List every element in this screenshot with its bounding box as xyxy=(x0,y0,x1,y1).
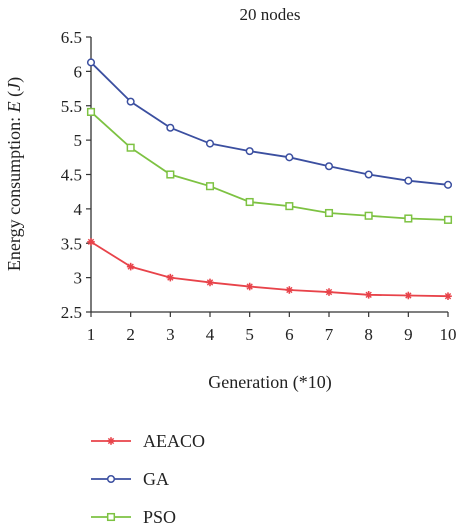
legend-label: AEACO xyxy=(143,431,205,451)
data-point-ga xyxy=(404,176,413,185)
series-line-pso xyxy=(90,111,449,221)
series-line-aeaco xyxy=(90,241,449,298)
legend-marker xyxy=(107,437,115,445)
x-tick-label: 10 xyxy=(440,325,457,344)
x-axis-ticks: 1 2 3 4 5 6 7 8 9 10 xyxy=(87,312,457,344)
data-point-aeaco xyxy=(126,262,135,271)
data-point-pso xyxy=(86,107,96,116)
data-point-ga xyxy=(205,139,215,148)
y-tick-label: 5.5 xyxy=(61,97,82,116)
data-point-ga xyxy=(324,162,334,171)
data-point-ga xyxy=(443,180,453,189)
x-axis-label: Generation (*10) xyxy=(208,372,331,393)
data-point-ga xyxy=(86,58,96,67)
y-tick-label: 6.5 xyxy=(61,28,82,47)
series-ga xyxy=(86,58,453,189)
legend-label: PSO xyxy=(143,507,176,527)
y-tick-label: 2.5 xyxy=(61,303,82,322)
data-point-ga xyxy=(285,153,294,162)
chart-title: 20 nodes xyxy=(240,5,301,24)
data-point-pso xyxy=(166,170,175,179)
legend-marker xyxy=(106,474,116,484)
data-point-pso xyxy=(205,182,215,191)
data-point-pso xyxy=(324,208,334,218)
series-aeaco xyxy=(87,238,452,300)
x-tick-label: 4 xyxy=(206,325,215,344)
y-axis-ticks: 2.5 3 3.5 4 4.5 5 5.5 6 6.5 xyxy=(61,28,91,322)
legend: AEACO GA PSO xyxy=(91,431,205,527)
x-tick-label: 9 xyxy=(404,325,413,344)
data-point-aeaco xyxy=(87,238,95,246)
y-tick-label: 4.5 xyxy=(61,166,82,185)
y-tick-label: 3 xyxy=(74,269,83,288)
data-point-aeaco xyxy=(206,278,214,287)
legend-item-ga: GA xyxy=(91,469,169,489)
x-tick-label: 7 xyxy=(325,325,334,344)
data-point-ga xyxy=(364,170,373,179)
data-point-pso xyxy=(364,211,373,220)
data-point-pso xyxy=(404,214,413,223)
data-point-pso xyxy=(245,197,254,207)
data-point-ga xyxy=(126,97,135,106)
y-tick-label: 3.5 xyxy=(61,234,82,253)
data-point-aeaco xyxy=(444,292,452,300)
x-tick-label: 2 xyxy=(126,325,135,344)
x-tick-label: 5 xyxy=(245,325,254,344)
data-point-pso xyxy=(443,215,453,224)
data-point-aeaco xyxy=(285,286,294,294)
y-axis-label: Energy consumption: E (J) xyxy=(4,77,25,271)
series-line-ga xyxy=(90,61,449,186)
data-point-ga xyxy=(245,147,254,156)
data-point-aeaco xyxy=(404,291,413,300)
y-tick-label: 6 xyxy=(74,62,83,81)
legend-marker xyxy=(106,512,116,522)
x-tick-label: 6 xyxy=(285,325,294,344)
data-point-pso xyxy=(126,143,135,152)
data-point-aeaco xyxy=(166,273,175,282)
data-point-pso xyxy=(285,202,294,211)
x-tick-label: 3 xyxy=(166,325,175,344)
x-tick-label: 8 xyxy=(364,325,373,344)
data-point-aeaco xyxy=(245,282,254,291)
data-point-aeaco xyxy=(325,288,333,296)
legend-item-aeaco: AEACO xyxy=(91,431,205,451)
y-tick-label: 5 xyxy=(74,131,83,150)
series-layer xyxy=(86,58,453,300)
legend-label: GA xyxy=(143,469,169,489)
y-tick-label: 4 xyxy=(74,200,83,219)
legend-item-pso: PSO xyxy=(91,507,176,527)
data-point-ga xyxy=(166,123,175,132)
x-tick-label: 1 xyxy=(87,325,96,344)
data-point-aeaco xyxy=(364,291,373,299)
series-pso xyxy=(86,107,453,224)
